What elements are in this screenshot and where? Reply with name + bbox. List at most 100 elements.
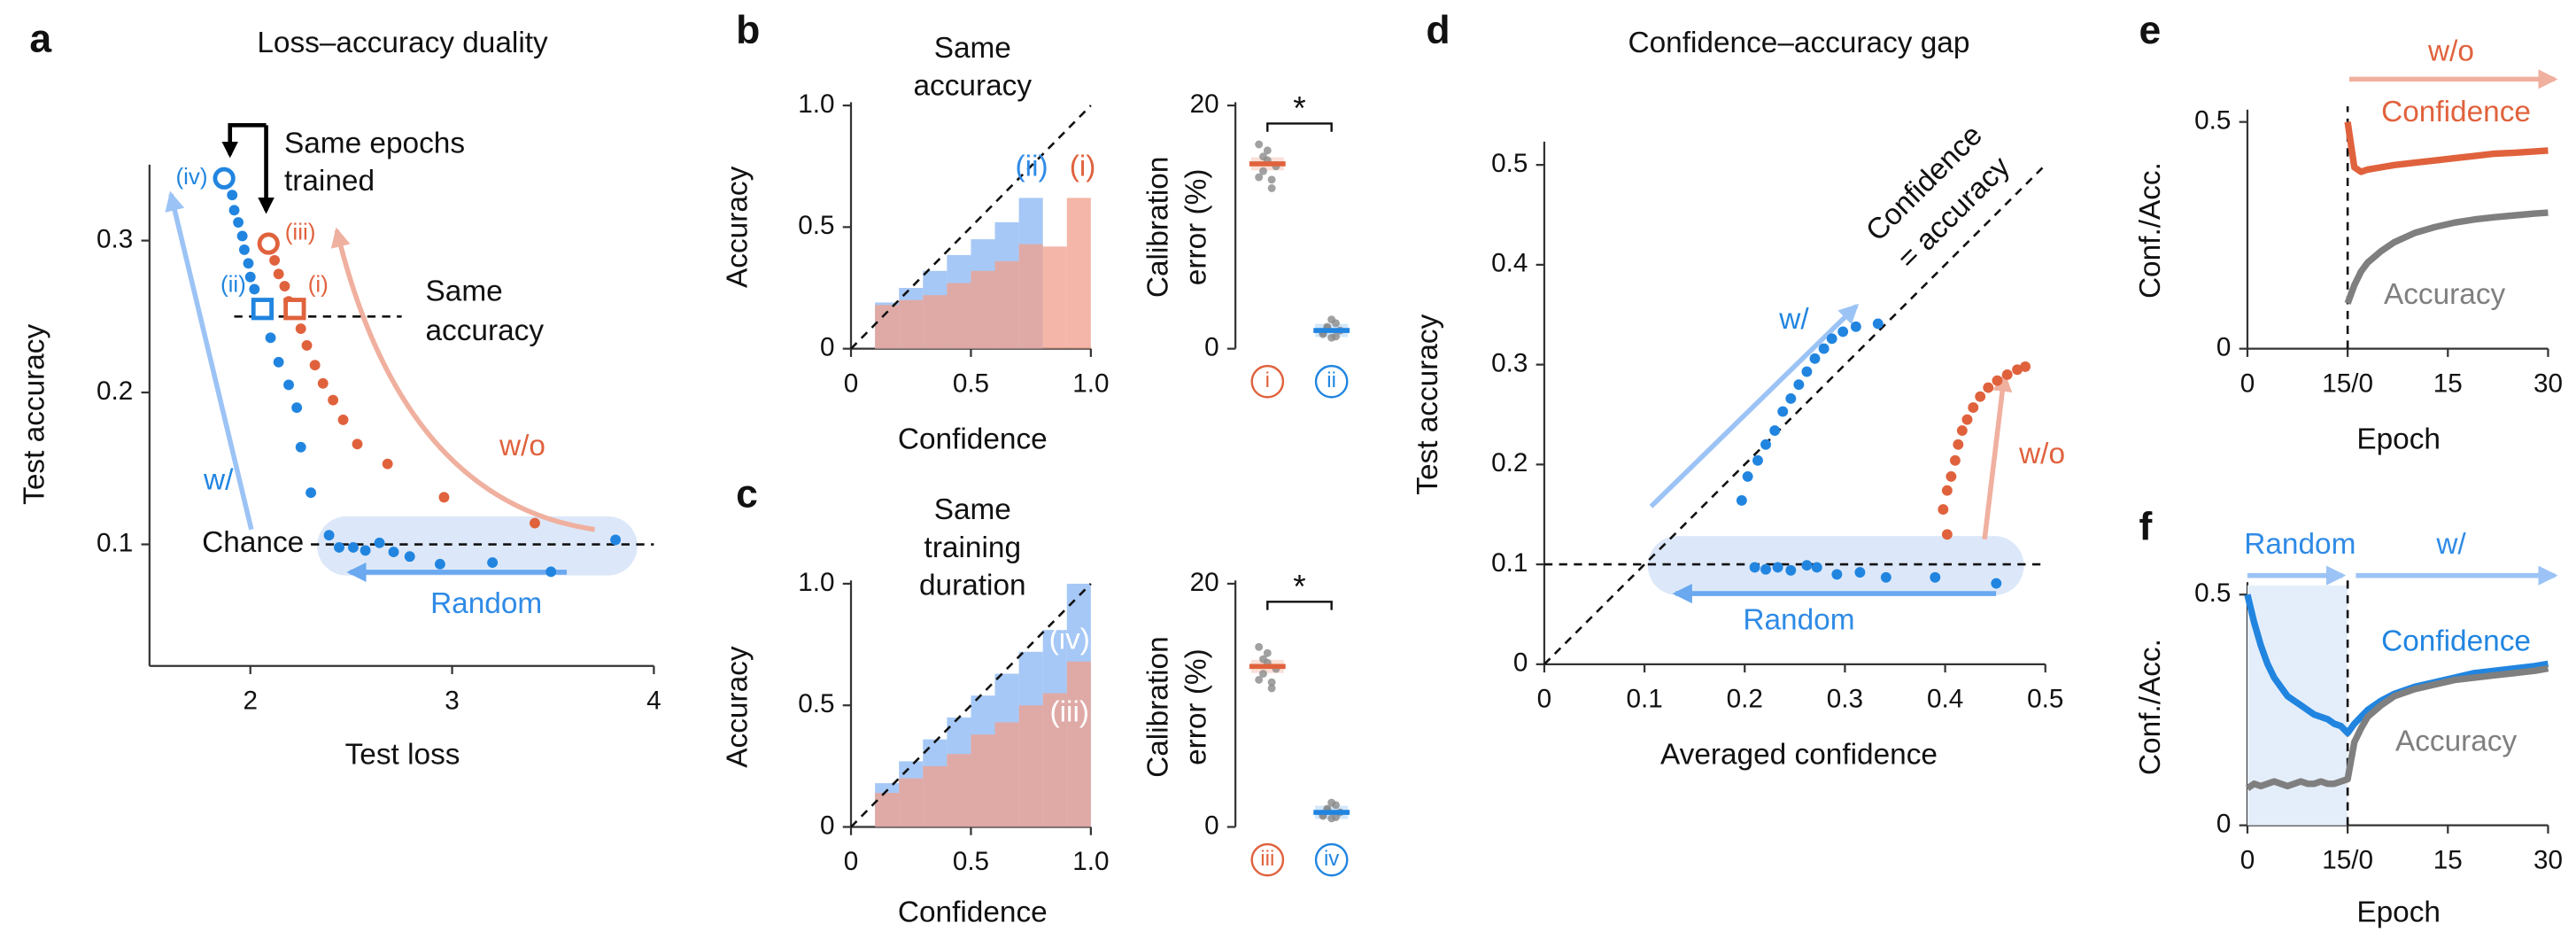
bar: [1018, 244, 1043, 349]
point: [283, 379, 294, 391]
point: [238, 244, 250, 255]
y-tick-label: 0.5: [798, 689, 834, 718]
marker-label: (i): [308, 271, 329, 298]
bar: [994, 260, 1019, 349]
y-tick-label: 1.0: [798, 89, 834, 119]
point: [1327, 315, 1336, 324]
annotation: accuracy: [426, 314, 545, 347]
point: [487, 557, 499, 569]
point: [438, 492, 450, 503]
random-band: [1647, 536, 2024, 595]
x-tick-label: 0.5: [953, 369, 989, 398]
x-tick-label: 30: [2533, 369, 2563, 398]
point: [2020, 361, 2031, 372]
series-label: Accuracy: [2395, 726, 2518, 758]
point: [295, 441, 306, 453]
point: [1801, 366, 1813, 377]
point: [1255, 173, 1264, 182]
significance: *: [1293, 89, 1305, 126]
y-axis-label: Accuracy: [722, 166, 754, 288]
chart-title: Same: [934, 493, 1011, 526]
point: [279, 281, 290, 291]
y-tick-label: 0.5: [2194, 105, 2231, 135]
annotation: Random: [1743, 603, 1854, 636]
point: [1760, 563, 1771, 575]
y-axis-label: Conf./Acc.: [2134, 639, 2167, 775]
point: [352, 438, 363, 450]
marker-label: (ii): [220, 271, 246, 298]
point: [334, 542, 344, 553]
point: [1785, 564, 1797, 576]
x-tick-label: ii: [1327, 369, 1336, 392]
category-badge: [1250, 842, 1285, 877]
x-tick-label: 0.4: [1927, 685, 1963, 714]
point: [1809, 353, 1821, 364]
bar: [923, 765, 948, 827]
point: [1760, 438, 1771, 450]
point: [317, 377, 329, 389]
y-tick-label: 0: [1204, 811, 1219, 840]
point: [1749, 562, 1760, 573]
y-axis-label: Calibration: [1142, 636, 1175, 778]
annotation: Chance: [202, 526, 304, 559]
point: [1983, 382, 1994, 393]
y-axis-label: Test accuracy: [1412, 314, 1444, 494]
y-tick-label: 0: [820, 332, 835, 361]
chart-title: Same: [934, 32, 1011, 65]
x-tick-label: 15: [2433, 845, 2463, 874]
x-axis-label: Confidence: [898, 423, 1048, 455]
y-tick-label: 0: [1513, 648, 1528, 678]
identity-line: [850, 583, 1092, 828]
y-tick-label: 0.2: [1491, 448, 1528, 477]
y-tick-label: 0.4: [1491, 249, 1528, 278]
highlight-marker: [257, 232, 280, 255]
chart-title: duration: [919, 569, 1026, 601]
bar: [875, 793, 900, 827]
point: [2001, 369, 2013, 380]
point: [295, 323, 306, 334]
y-tick-label: 0: [2216, 332, 2232, 361]
point: [2012, 364, 2023, 376]
bar: [899, 299, 924, 349]
decorations: [165, 69, 2558, 604]
y-tick-label: 0.5: [1491, 149, 1528, 178]
y-tick-label: 0.1: [97, 528, 133, 557]
point: [1953, 438, 1964, 450]
point: [1769, 425, 1781, 436]
x-axis-label: Confidence: [898, 896, 1048, 929]
category-badge: [1314, 842, 1349, 877]
point: [337, 414, 349, 425]
x-tick-label: 2: [243, 686, 258, 715]
point: [1255, 675, 1264, 684]
y-tick-label: 0: [820, 811, 835, 840]
point: [1946, 470, 1957, 482]
point: [265, 332, 276, 344]
series-label: w/: [203, 464, 234, 497]
point: [273, 356, 284, 368]
significance: *: [1293, 567, 1305, 604]
y-tick-label: 20: [1190, 568, 1219, 597]
annotation: Same epochs: [284, 127, 465, 159]
point: [530, 517, 540, 529]
point: [1255, 642, 1264, 651]
point: [382, 458, 393, 470]
point: [1752, 454, 1763, 466]
line: [2245, 664, 2549, 792]
bar: [899, 778, 924, 827]
annotation: w/: [2435, 528, 2466, 561]
arrow: [330, 227, 595, 532]
y-tick-label: 1.0: [798, 568, 834, 597]
panel-label: c: [736, 472, 758, 516]
bar: [1042, 246, 1067, 349]
x-tick-label: 0.3: [1827, 685, 1863, 714]
series-label: (iii): [1050, 695, 1089, 728]
point: [1267, 684, 1276, 693]
point: [1956, 425, 1968, 436]
x-tick-label: iv: [1324, 847, 1339, 871]
point: [1938, 504, 1949, 516]
y-axis-label: Calibration: [1142, 157, 1175, 299]
point: [1818, 343, 1830, 354]
panel-label: e: [2139, 9, 2162, 52]
bar: [994, 722, 1019, 827]
